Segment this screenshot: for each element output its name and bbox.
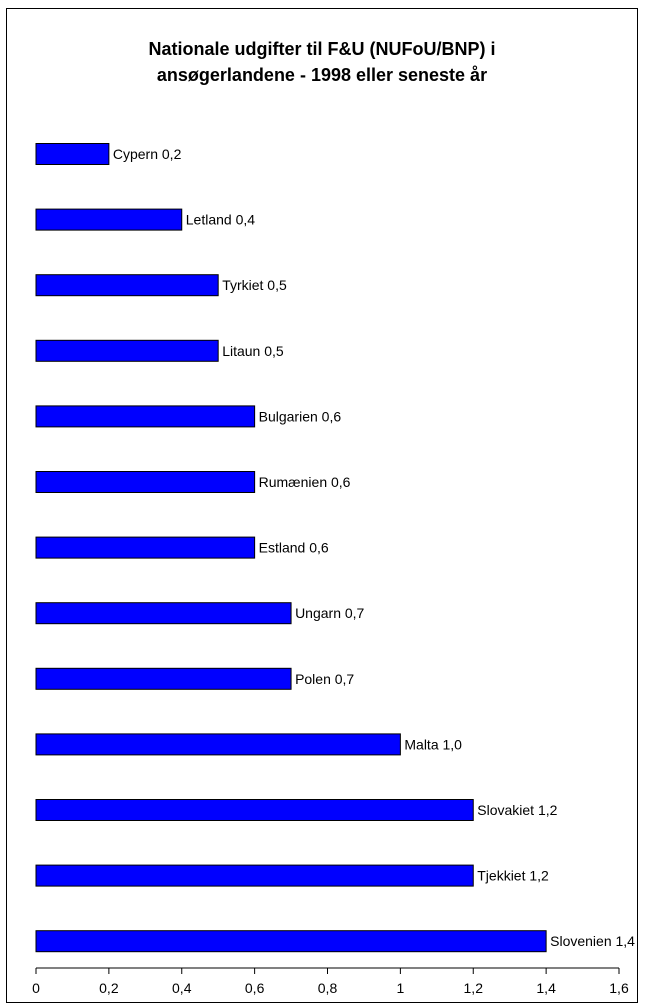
data-label-letland: Letland 0,4 bbox=[186, 212, 255, 228]
data-label-tjekkiet: Tjekkiet 1,2 bbox=[477, 868, 549, 884]
bar-tyrkiet bbox=[35, 274, 219, 297]
x-tick-label: 0,4 bbox=[172, 980, 192, 996]
bar-bulgarien bbox=[35, 405, 256, 428]
data-label-rumænien: Rumænien 0,6 bbox=[259, 474, 351, 490]
data-label-litaun: Litaun 0,5 bbox=[222, 343, 284, 359]
x-axis: 0 0,2 0,4 0,6 0,8 1 1,2 1,4 1,6 bbox=[32, 967, 629, 996]
chart-title: Nationale udgifter til F&U (NUFoU/BNP) i… bbox=[6, 36, 638, 88]
data-label-cypern: Cypern 0,2 bbox=[113, 146, 182, 162]
chart-frame bbox=[6, 8, 638, 1003]
data-label-bulgarien: Bulgarien 0,6 bbox=[259, 408, 342, 424]
x-tick-label: 1 bbox=[396, 980, 404, 996]
x-tick-label: 1,6 bbox=[609, 980, 629, 996]
bar-litaun bbox=[35, 339, 219, 362]
bar-rumænien bbox=[35, 471, 256, 493]
bar-polen bbox=[35, 667, 292, 690]
x-tick-label: 0,6 bbox=[245, 980, 265, 996]
bar-slovakiet bbox=[35, 799, 474, 821]
data-label-polen: Polen 0,7 bbox=[295, 671, 354, 687]
chart-title-line-1: Nationale udgifter til F&U (NUFoU/BNP) i bbox=[148, 39, 496, 59]
bar-ungarn bbox=[35, 602, 292, 625]
data-label-ungarn: Ungarn 0,7 bbox=[295, 605, 364, 621]
x-tick-label: 0,8 bbox=[318, 980, 338, 996]
x-tick-label: 1,2 bbox=[464, 980, 484, 996]
bar-cypern bbox=[35, 143, 110, 165]
data-label-malta: Malta 1,0 bbox=[404, 736, 462, 752]
data-label-tyrkiet: Tyrkiet 0,5 bbox=[222, 277, 287, 293]
bar-estland bbox=[35, 536, 256, 559]
data-label-slovakiet: Slovakiet 1,2 bbox=[477, 802, 557, 818]
x-tick-label: 1,4 bbox=[536, 980, 556, 996]
chart-title-line-2: ansøgerlandene - 1998 eller seneste år bbox=[156, 65, 488, 85]
x-tick-label: 0 bbox=[32, 980, 40, 996]
x-tick-label: 0,2 bbox=[99, 980, 119, 996]
data-label-estland: Estland 0,6 bbox=[259, 540, 329, 556]
data-labels-layer: Cypern 0,2 Letland 0,4 Tyrkiet 0,5 Litaun 0… bbox=[113, 146, 635, 949]
data-label-slovenien: Slovenien 1,4 bbox=[550, 933, 635, 949]
bar-slovenien bbox=[35, 930, 547, 953]
bar-letland bbox=[35, 208, 183, 231]
bar-tjekkiet bbox=[35, 864, 474, 887]
bar-malta bbox=[35, 733, 401, 756]
bars-layer bbox=[35, 143, 547, 953]
